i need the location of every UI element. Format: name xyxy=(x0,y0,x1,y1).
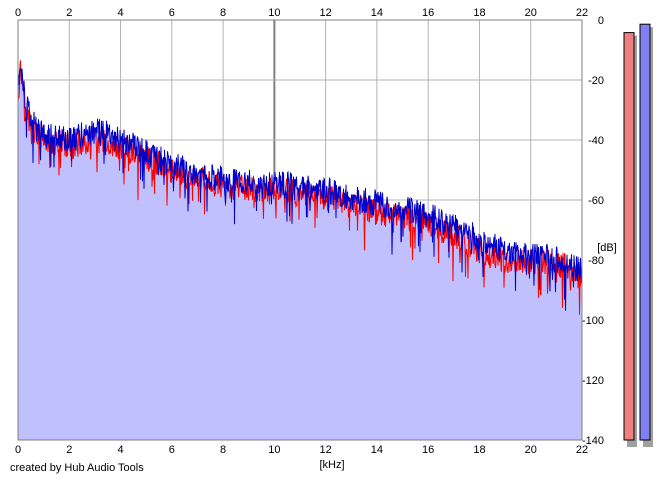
x-tick-labels-top: 0 2 4 6 8 10 12 14 16 18 20 22 xyxy=(15,7,588,19)
right-level-meter xyxy=(639,23,651,441)
x-tick-label-bottom: 8 xyxy=(220,444,226,456)
x-tick-label-bottom: 4 xyxy=(117,444,123,456)
credit-text: created by Hub Audio Tools xyxy=(10,462,144,474)
y-tick-label: -40 xyxy=(588,135,604,147)
left-level-meter xyxy=(623,32,635,441)
x-tick-label-bottom: 22 xyxy=(576,444,588,456)
x-tick-label-top: 2 xyxy=(66,7,72,19)
y-tick-label: -140 xyxy=(582,435,604,447)
level-meters xyxy=(623,23,653,447)
spectrum-fill-layer xyxy=(18,60,582,441)
x-tick-label-bottom: 0 xyxy=(15,444,21,456)
x-tick-label-top: 10 xyxy=(268,7,280,19)
x-tick-label-bottom: 16 xyxy=(422,444,434,456)
y-tick-label: -60 xyxy=(588,195,604,207)
right-channel-line xyxy=(17,67,583,311)
x-tick-label-top: 12 xyxy=(320,7,332,19)
y-tick-label: -80 xyxy=(588,255,604,267)
plot-frame xyxy=(17,19,583,441)
x-tick-label-top: 6 xyxy=(169,7,175,19)
x-tick-label-bottom: 18 xyxy=(473,444,485,456)
x-axis-label: [kHz] xyxy=(319,459,344,471)
x-tick-label-top: 22 xyxy=(576,7,588,19)
x-tick-label-top: 0 xyxy=(15,7,21,19)
x-tick-label-bottom: 6 xyxy=(169,444,175,456)
x-tick-labels-bottom: 0 2 4 6 8 10 12 14 16 18 20 22 xyxy=(15,444,588,456)
y-tick-labels: 0 -20 -40 -60 -80 -100 -120 -140 xyxy=(582,15,604,447)
y-tick-label: 0 xyxy=(598,15,604,27)
y-tick-label: -120 xyxy=(582,375,604,387)
x-tick-label-top: 16 xyxy=(422,7,434,19)
x-tick-label-bottom: 20 xyxy=(525,444,537,456)
x-tick-label-bottom: 10 xyxy=(268,444,280,456)
x-tick-label-top: 8 xyxy=(220,7,226,19)
x-tick-label-top: 4 xyxy=(117,7,123,19)
series-layer xyxy=(17,60,583,315)
y-tick-label: -100 xyxy=(582,315,604,327)
y-tick-label: -20 xyxy=(588,75,604,87)
spectrum-area xyxy=(18,60,582,441)
x-tick-label-bottom: 14 xyxy=(371,444,383,456)
x-tick-label-bottom: 12 xyxy=(320,444,332,456)
x-tick-label-top: 14 xyxy=(371,7,383,19)
x-tick-label-bottom: 2 xyxy=(66,444,72,456)
x-tick-label-top: 20 xyxy=(525,7,537,19)
x-tick-label-top: 18 xyxy=(473,7,485,19)
y-axis-label: [dB] xyxy=(597,242,617,254)
